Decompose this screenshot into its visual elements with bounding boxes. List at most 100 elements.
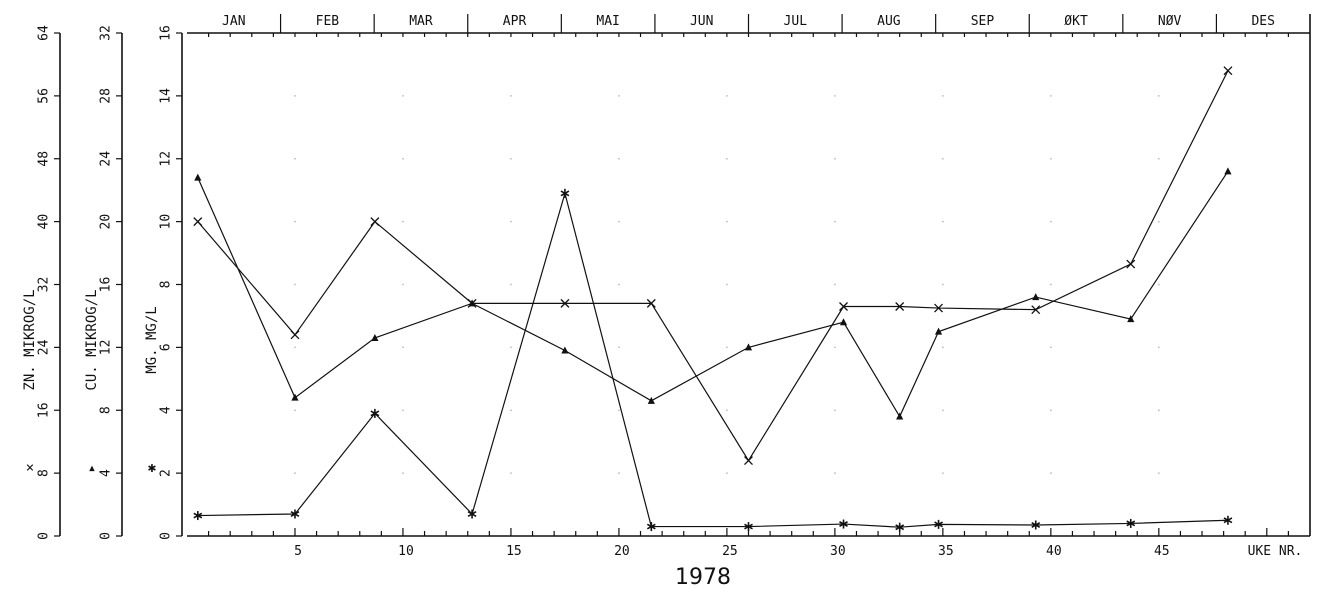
- month-label: ØKT: [1064, 14, 1088, 29]
- grid-dot: [402, 409, 404, 412]
- grid-dot: [510, 472, 512, 475]
- grid-dot: [294, 346, 296, 349]
- grid-dot: [1049, 94, 1052, 97]
- grid-dot: [1157, 346, 1160, 349]
- y-tick-label: 32: [37, 277, 52, 293]
- x-axis-label: UKE NR.: [1248, 544, 1303, 559]
- grid-dot: [833, 220, 836, 223]
- grid-dot: [294, 220, 296, 223]
- marker-stroke: [370, 217, 380, 227]
- data-point: [291, 393, 299, 401]
- data-point: [371, 333, 379, 341]
- data-point: [1223, 515, 1233, 525]
- data-point: [744, 343, 753, 351]
- y-tick-label: 4: [99, 469, 114, 477]
- y-axis-label: ZN. MIKROG/L: [22, 289, 38, 390]
- grid-dot: [941, 220, 944, 223]
- grid-dot: [941, 346, 944, 349]
- marker-stroke: [744, 456, 753, 466]
- grid-dot: [294, 157, 296, 160]
- month-label: JAN: [222, 14, 245, 29]
- data-point: [896, 412, 904, 420]
- grid-dot: [510, 409, 512, 412]
- data-point: [290, 330, 300, 340]
- y-tick-label: 8: [159, 281, 174, 289]
- month-label: JUL: [784, 14, 808, 29]
- grid-dot: [402, 283, 404, 286]
- data-point: [1031, 520, 1041, 530]
- grid-dot: [1157, 283, 1160, 286]
- grid-dot: [510, 94, 512, 97]
- grid-dot: [294, 409, 296, 412]
- marker-stroke: [1223, 517, 1233, 524]
- y-tick-label: 64: [37, 25, 52, 41]
- data-point: [646, 298, 656, 308]
- data-point: [193, 217, 203, 227]
- grid-dot: [833, 346, 836, 349]
- data-point: [193, 511, 203, 521]
- month-label: NØV: [1158, 14, 1182, 29]
- grid-dot: [1049, 346, 1052, 349]
- y-tick-label: 12: [159, 151, 174, 167]
- grid-dot: [294, 94, 296, 97]
- series: [193, 66, 1233, 532]
- data-point: [560, 188, 570, 198]
- grid-dot: [402, 346, 404, 349]
- data-point: [895, 522, 905, 532]
- month-label: AUG: [877, 14, 901, 29]
- x-tick-label: 20: [614, 544, 630, 559]
- marker-stroke: [646, 523, 656, 530]
- grid-dot: [294, 283, 296, 286]
- marker-stroke: [839, 521, 848, 528]
- y-tick-label: 16: [37, 402, 52, 418]
- month-label: FEB: [316, 14, 340, 29]
- data-point: [934, 327, 943, 335]
- grid-dot: [941, 283, 944, 286]
- grid-dot: [726, 220, 728, 223]
- marker-stroke: [560, 298, 570, 308]
- x-tick-label: 30: [830, 544, 846, 559]
- y-axis-symbol: ✱: [148, 460, 157, 476]
- data-point: [1032, 293, 1040, 301]
- x-tick-label: 5: [294, 544, 302, 559]
- y-tick-label: 16: [159, 25, 174, 41]
- marker-stroke: [193, 217, 203, 227]
- y-tick-label: 40: [37, 214, 52, 230]
- grid-dot: [833, 409, 836, 412]
- grid-dot: [1049, 220, 1052, 223]
- y-tick-label: 10: [159, 214, 174, 230]
- data-point: [370, 217, 380, 227]
- marker-stroke: [895, 302, 905, 311]
- y-tick-label: 56: [37, 88, 52, 104]
- marker-stroke: [839, 302, 848, 311]
- grid-dot: [294, 472, 296, 475]
- y-tick-label: 0: [159, 532, 174, 540]
- grid-dot: [618, 94, 620, 97]
- grid-dot: [833, 94, 836, 97]
- y-axis-label: CU. MIKROG/L: [84, 289, 100, 390]
- y-tick-label: 8: [37, 469, 52, 477]
- month-label: MAI: [596, 14, 619, 29]
- grid-dot: [833, 472, 836, 475]
- grid-dot: [618, 409, 620, 412]
- marker-stroke: [193, 512, 203, 519]
- marker-stroke: [1223, 66, 1233, 76]
- grid-dot: [941, 409, 944, 412]
- grid-dot: [618, 346, 620, 349]
- grid-dot: [618, 472, 620, 475]
- x-tick-label: 15: [506, 544, 522, 559]
- grid: [294, 94, 1160, 475]
- month-label: MAR: [409, 14, 433, 29]
- series-line: [197, 191, 1228, 528]
- data-point: [647, 396, 655, 404]
- data-point: [561, 346, 569, 354]
- data-point: [839, 302, 848, 311]
- x-tick-label: 35: [938, 544, 954, 559]
- x-tick-label: 25: [722, 544, 738, 559]
- data-point: [839, 318, 848, 326]
- grid-dot: [1157, 94, 1160, 97]
- y-tick-label: 28: [99, 88, 114, 104]
- marker-stroke: [1126, 520, 1136, 527]
- grid-dot: [510, 346, 512, 349]
